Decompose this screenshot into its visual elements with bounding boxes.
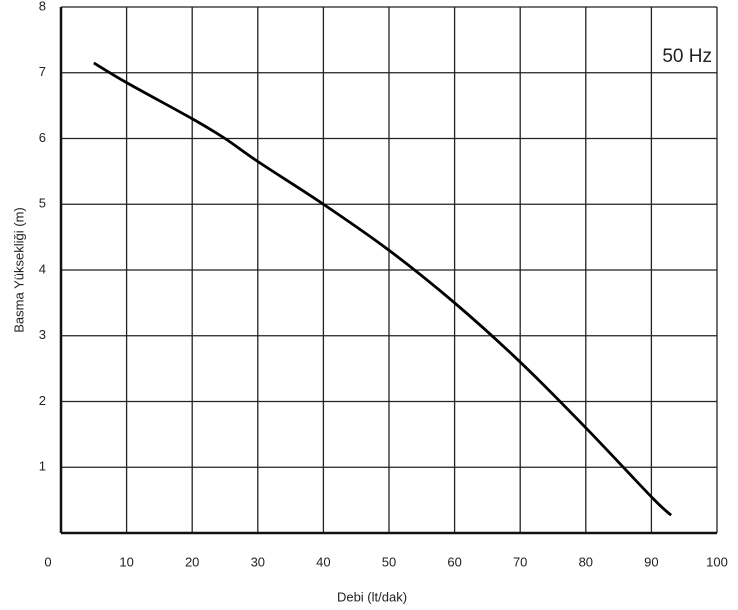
x-tick-label: 0 [44, 554, 51, 569]
x-tick-label: 10 [119, 554, 133, 569]
x-tick-label: 20 [185, 554, 199, 569]
y-tick-label: 5 [39, 196, 46, 211]
x-tick-label: 90 [644, 554, 658, 569]
y-tick-label: 3 [39, 327, 46, 342]
x-tick-label: 80 [579, 554, 593, 569]
y-axis-label: Basma Yüksekliği (m) [11, 207, 26, 332]
x-tick-label: 60 [447, 554, 461, 569]
x-axis-label: Debi (lt/dak) [337, 589, 407, 604]
y-tick-label: 8 [39, 0, 46, 13]
y-tick-label: 7 [39, 64, 46, 79]
curve [93, 61, 673, 517]
y-tick-label: 4 [39, 261, 46, 276]
x-tick-label: 30 [251, 554, 265, 569]
y-tick-label: 6 [39, 130, 46, 145]
x-tick-label: 70 [513, 554, 527, 569]
x-tick-label: 50 [382, 554, 396, 569]
annotation: 50 Hz [662, 46, 712, 67]
y-tick-label: 1 [39, 459, 46, 474]
x-tick-label: 40 [316, 554, 330, 569]
x-tick-label: 100 [706, 554, 728, 569]
y-tick-label: 2 [39, 393, 46, 408]
